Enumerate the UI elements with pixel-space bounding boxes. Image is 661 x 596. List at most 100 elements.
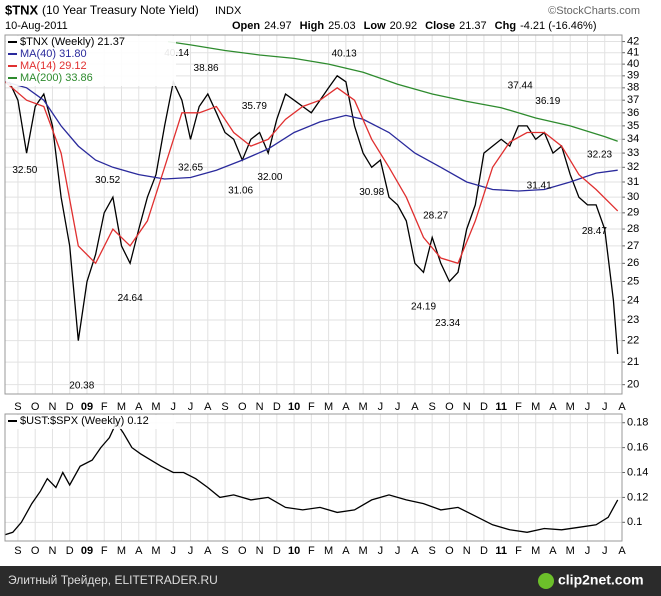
- y-tick-label: 28: [627, 223, 639, 235]
- x-tick-label: M: [324, 401, 333, 413]
- annotation: 32.50: [12, 165, 37, 176]
- y-tick-label: 24: [627, 294, 639, 306]
- y-tick-label: 0.12: [627, 491, 648, 503]
- x-tick-label: N: [463, 401, 471, 413]
- annotation: 30.52: [95, 175, 120, 186]
- stat-label: Close: [425, 20, 455, 32]
- annotation: 30.98: [359, 187, 384, 198]
- y-tick-label: 22: [627, 334, 639, 346]
- x-tick-label: J: [395, 401, 401, 413]
- annotation: 40.14: [164, 48, 189, 59]
- annotation: 23.34: [435, 318, 460, 329]
- x-tick-label: J: [602, 545, 608, 557]
- x-tick-label: S: [14, 545, 21, 557]
- x-tick-label: S: [428, 401, 435, 413]
- x-tick-label: J: [378, 401, 384, 413]
- x-tick-label: 10: [288, 401, 300, 413]
- x-tick-label: D: [66, 401, 74, 413]
- y-tick-label: 29: [627, 207, 639, 219]
- y-tick-label: 38: [627, 82, 639, 94]
- x-tick-label: A: [204, 545, 212, 557]
- annotation: 32.65: [178, 163, 203, 174]
- y-tick-label: 0.18: [627, 417, 648, 429]
- footer-icon: [538, 573, 554, 589]
- x-tick-label: J: [585, 401, 591, 413]
- plot-area: [5, 414, 622, 541]
- x-tick-label: 11: [495, 401, 507, 413]
- plot-frame: [4, 413, 623, 542]
- x-tick-label: M: [151, 545, 160, 557]
- y-tick-label: 34: [627, 133, 639, 145]
- annotation: 28.27: [423, 210, 448, 221]
- y-tick-label: 33: [627, 147, 639, 159]
- x-tick-label: N: [48, 545, 56, 557]
- x-tick-label: D: [66, 545, 74, 557]
- y-tick-label: 23: [627, 314, 639, 326]
- y-tick-label: 20: [627, 379, 639, 391]
- x-tick-label: N: [48, 401, 56, 413]
- x-tick-label: D: [273, 545, 281, 557]
- annotation: 38.86: [194, 63, 219, 74]
- stats: Open 24.97 High 25.03 Low 20.92 Close 21.37 Chg -…: [232, 20, 597, 32]
- title: (10 Year Treasury Note Yield): [42, 3, 199, 17]
- stat-value: 25.03: [328, 20, 356, 32]
- y-tick-label: 41: [627, 47, 639, 59]
- series-line: [4, 81, 618, 192]
- x-tick-label: M: [566, 401, 575, 413]
- y-tick-label: 36: [627, 107, 639, 119]
- x-tick-label: S: [14, 401, 21, 413]
- x-tick-label: N: [256, 545, 264, 557]
- y-tick-label: 37: [627, 94, 639, 106]
- x-tick-label: A: [135, 545, 143, 557]
- x-tick-label: 09: [81, 545, 93, 557]
- exchange: INDX: [215, 5, 242, 17]
- series-line: [168, 40, 618, 142]
- x-tick-label: A: [342, 545, 350, 557]
- y-tick-label: 31: [627, 176, 639, 188]
- legend-box: [6, 36, 176, 86]
- x-tick-label: O: [238, 401, 247, 413]
- y-tick-label: 40: [627, 58, 639, 70]
- x-tick-label: M: [566, 545, 575, 557]
- x-tick-label: M: [359, 545, 368, 557]
- y-tick-label: 0.16: [627, 442, 648, 454]
- x-tick-label: O: [238, 545, 247, 557]
- annotation: 31.41: [527, 181, 552, 192]
- x-tick-label: A: [549, 401, 557, 413]
- x-tick-label: M: [359, 401, 368, 413]
- y-tick-label: 27: [627, 240, 639, 252]
- stat-label: Chg: [495, 20, 516, 32]
- x-tick-label: F: [101, 545, 108, 557]
- series-line: [8, 74, 619, 355]
- x-tick-label: 09: [81, 401, 93, 413]
- x-tick-label: J: [378, 545, 384, 557]
- x-tick-label: A: [618, 545, 626, 557]
- x-tick-label: A: [411, 401, 419, 413]
- x-tick-label: A: [411, 545, 419, 557]
- x-tick-label: A: [549, 545, 557, 557]
- x-tick-label: A: [204, 401, 212, 413]
- series-line: [4, 81, 619, 265]
- y-tick-label: 39: [627, 70, 639, 82]
- x-tick-label: N: [463, 545, 471, 557]
- annotation: 37.44: [508, 80, 533, 91]
- x-tick-label: J: [171, 545, 177, 557]
- stat-value: 20.92: [390, 20, 418, 32]
- x-tick-label: F: [515, 545, 522, 557]
- x-tick-label: J: [171, 401, 177, 413]
- annotation: 24.64: [118, 293, 143, 304]
- legend-label: MA(200) 33.86: [20, 72, 93, 84]
- legend-label: MA(14) 29.12: [20, 60, 87, 72]
- series-line: [4, 421, 619, 536]
- plot-frame: [4, 34, 623, 395]
- x-tick-label: O: [445, 545, 454, 557]
- stat-label: Low: [364, 20, 386, 32]
- x-tick-label: S: [221, 401, 228, 413]
- x-tick-label: D: [480, 545, 488, 557]
- x-tick-label: J: [602, 401, 608, 413]
- x-tick-label: D: [480, 401, 488, 413]
- x-tick-label: F: [308, 401, 315, 413]
- x-tick-label: 10: [288, 545, 300, 557]
- y-tick-label: 30: [627, 191, 639, 203]
